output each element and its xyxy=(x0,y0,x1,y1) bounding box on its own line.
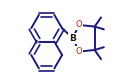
Text: O: O xyxy=(75,47,82,56)
Text: O: O xyxy=(75,20,82,29)
Text: B: B xyxy=(70,34,76,43)
